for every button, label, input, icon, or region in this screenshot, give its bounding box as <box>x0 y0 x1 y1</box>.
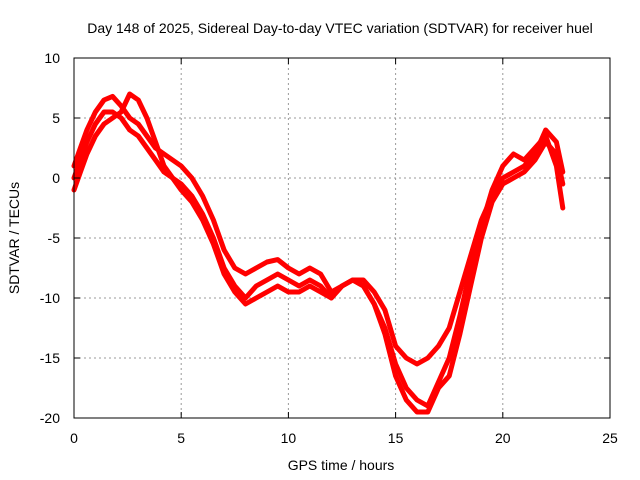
x-tick-label-3: 15 <box>388 430 404 446</box>
y-tick-label-4: 0 <box>52 170 60 186</box>
series-line-trace-c <box>71 91 566 409</box>
y-tick-label-1: -15 <box>40 350 60 366</box>
x-tick-label-0: 0 <box>70 430 78 446</box>
x-tick-label-5: 25 <box>602 430 618 446</box>
y-tick-label-2: -10 <box>40 290 60 306</box>
series-line-trace-b <box>71 109 566 415</box>
x-axis-label: GPS time / hours <box>288 457 395 473</box>
grid <box>74 58 610 418</box>
chart-title: Day 148 of 2025, Sidereal Day-to-day VTE… <box>87 20 593 36</box>
y-tick-label-3: -5 <box>48 230 61 246</box>
x-tick-label-1: 5 <box>177 430 185 446</box>
y-tick-label-5: 5 <box>52 110 60 126</box>
y-axis-label: SDTVAR / TECUs <box>6 182 22 294</box>
x-tick-label-2: 10 <box>281 430 297 446</box>
series-layer <box>71 91 566 415</box>
ticks: 0 5 10 15 20 25 -20 -15 -10 -5 0 5 10 <box>40 50 618 446</box>
y-tick-label-0: -20 <box>40 410 60 426</box>
y-tick-label-6: 10 <box>44 50 60 66</box>
x-tick-label-4: 20 <box>495 430 511 446</box>
